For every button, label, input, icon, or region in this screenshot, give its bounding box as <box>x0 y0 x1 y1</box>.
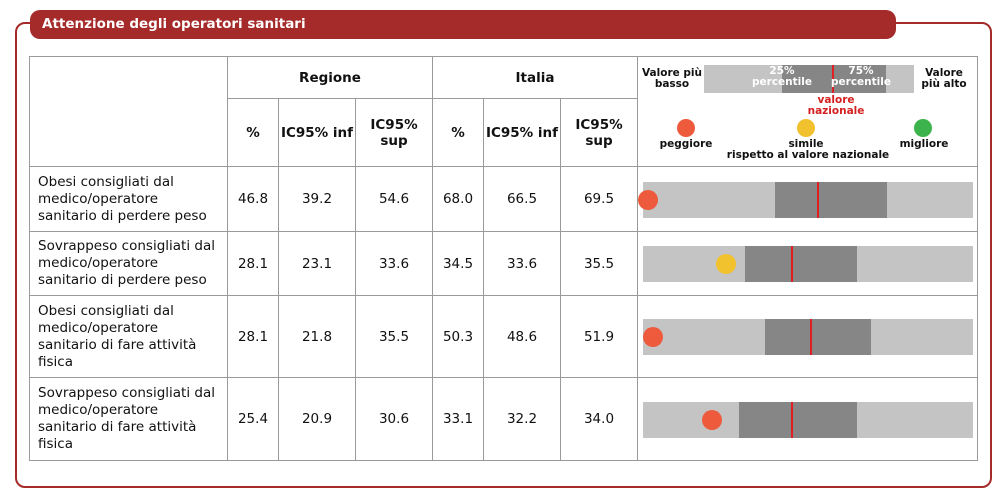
header-ita-ic-inf: IC95% inf <box>483 98 561 167</box>
ita-ic-inf: 33.6 <box>483 231 561 296</box>
bar-national-line <box>810 319 813 355</box>
legend-peggiore: peggiore <box>659 138 713 150</box>
legend-p75: 75% percentile <box>831 65 891 88</box>
table-row: Obesi consigliati dal medico/operatore s… <box>29 295 978 378</box>
ita-pct: 50.3 <box>432 295 484 378</box>
reg-ic-inf: 20.9 <box>278 377 356 461</box>
ita-ic-sup: 51.9 <box>560 295 638 378</box>
comparison-bar <box>637 231 978 296</box>
reg-pct: 46.8 <box>227 166 279 232</box>
legend-dot-simile <box>797 119 815 137</box>
legend-rispetto: rispetto al valore nazionale <box>726 149 890 161</box>
header-regione: Regione <box>227 56 433 99</box>
table-row: Sovrappeso consigliati dal medico/operat… <box>29 377 978 461</box>
bar-iqr <box>738 402 858 438</box>
row-label: Sovrappeso consigliati dal medico/operat… <box>29 231 228 296</box>
bar-national-line <box>816 182 819 218</box>
ita-ic-inf: 32.2 <box>483 377 561 461</box>
reg-pct: 25.4 <box>227 377 279 461</box>
bar-iqr <box>745 246 858 282</box>
row-label: Obesi consigliati dal medico/operatore s… <box>29 295 228 378</box>
ita-ic-inf: 66.5 <box>483 166 561 232</box>
bar-national-line <box>790 246 793 282</box>
reg-ic-sup: 30.6 <box>355 377 433 461</box>
comparison-bar <box>637 377 978 461</box>
row-label: Obesi consigliati dal medico/operatore s… <box>29 166 228 232</box>
comparison-bar <box>637 166 978 232</box>
legend: Valore più basso 25% percentile 75% perc… <box>638 57 977 166</box>
row-label: Sovrappeso consigliati dal medico/operat… <box>29 377 228 461</box>
header-empty-cell <box>29 56 228 167</box>
indicators-table: Regione Italia Valore più basso 25% perc… <box>29 56 978 461</box>
region-marker-dot <box>715 254 736 274</box>
legend-iqr-bar <box>782 65 886 93</box>
bar-iqr <box>775 182 888 218</box>
ita-ic-sup: 69.5 <box>560 166 638 232</box>
header-reg-ic-inf: IC95% inf <box>278 98 356 167</box>
header-italia: Italia <box>432 56 638 99</box>
region-marker-dot <box>638 190 658 210</box>
reg-ic-sup: 54.6 <box>355 166 433 232</box>
reg-pct: 28.1 <box>227 231 279 296</box>
reg-pct: 28.1 <box>227 295 279 378</box>
header-reg-ic-sup: IC95% sup <box>355 98 433 167</box>
comparison-bar <box>637 295 978 378</box>
legend-dot-migliore <box>914 119 932 137</box>
region-marker-dot <box>642 327 663 347</box>
ita-ic-sup: 35.5 <box>560 231 638 296</box>
region-marker-dot <box>702 410 723 430</box>
legend-national-line <box>832 65 834 93</box>
legend-valore-nazionale: valore nazionale <box>807 94 865 117</box>
reg-ic-inf: 39.2 <box>278 166 356 232</box>
legend-migliore: migliore <box>899 138 949 150</box>
legend-simile: simile <box>788 138 824 150</box>
legend-dot-peggiore <box>677 119 695 137</box>
header-reg-pct: % <box>227 98 279 167</box>
reg-ic-inf: 23.1 <box>278 231 356 296</box>
ita-ic-inf: 48.6 <box>483 295 561 378</box>
reg-ic-sup: 33.6 <box>355 231 433 296</box>
bar-national-line <box>790 402 793 438</box>
table-row: Sovrappeso consigliati dal medico/operat… <box>29 231 978 296</box>
header-ita-pct: % <box>432 98 484 167</box>
panel-title: Attenzione degli operatori sanitari <box>30 10 896 39</box>
ita-pct: 34.5 <box>432 231 484 296</box>
reg-ic-sup: 35.5 <box>355 295 433 378</box>
legend-cell: Valore più basso 25% percentile 75% perc… <box>637 56 978 167</box>
reg-ic-inf: 21.8 <box>278 295 356 378</box>
legend-valore-basso: Valore più basso <box>642 67 702 90</box>
header-ita-ic-sup: IC95% sup <box>560 98 638 167</box>
legend-p25: 25% percentile <box>752 65 812 88</box>
bar-iqr <box>765 319 871 355</box>
ita-pct: 68.0 <box>432 166 484 232</box>
ita-ic-sup: 34.0 <box>560 377 638 461</box>
ita-pct: 33.1 <box>432 377 484 461</box>
legend-valore-alto: Valore più alto <box>921 67 967 90</box>
table-row: Obesi consigliati dal medico/operatore s… <box>29 166 978 232</box>
